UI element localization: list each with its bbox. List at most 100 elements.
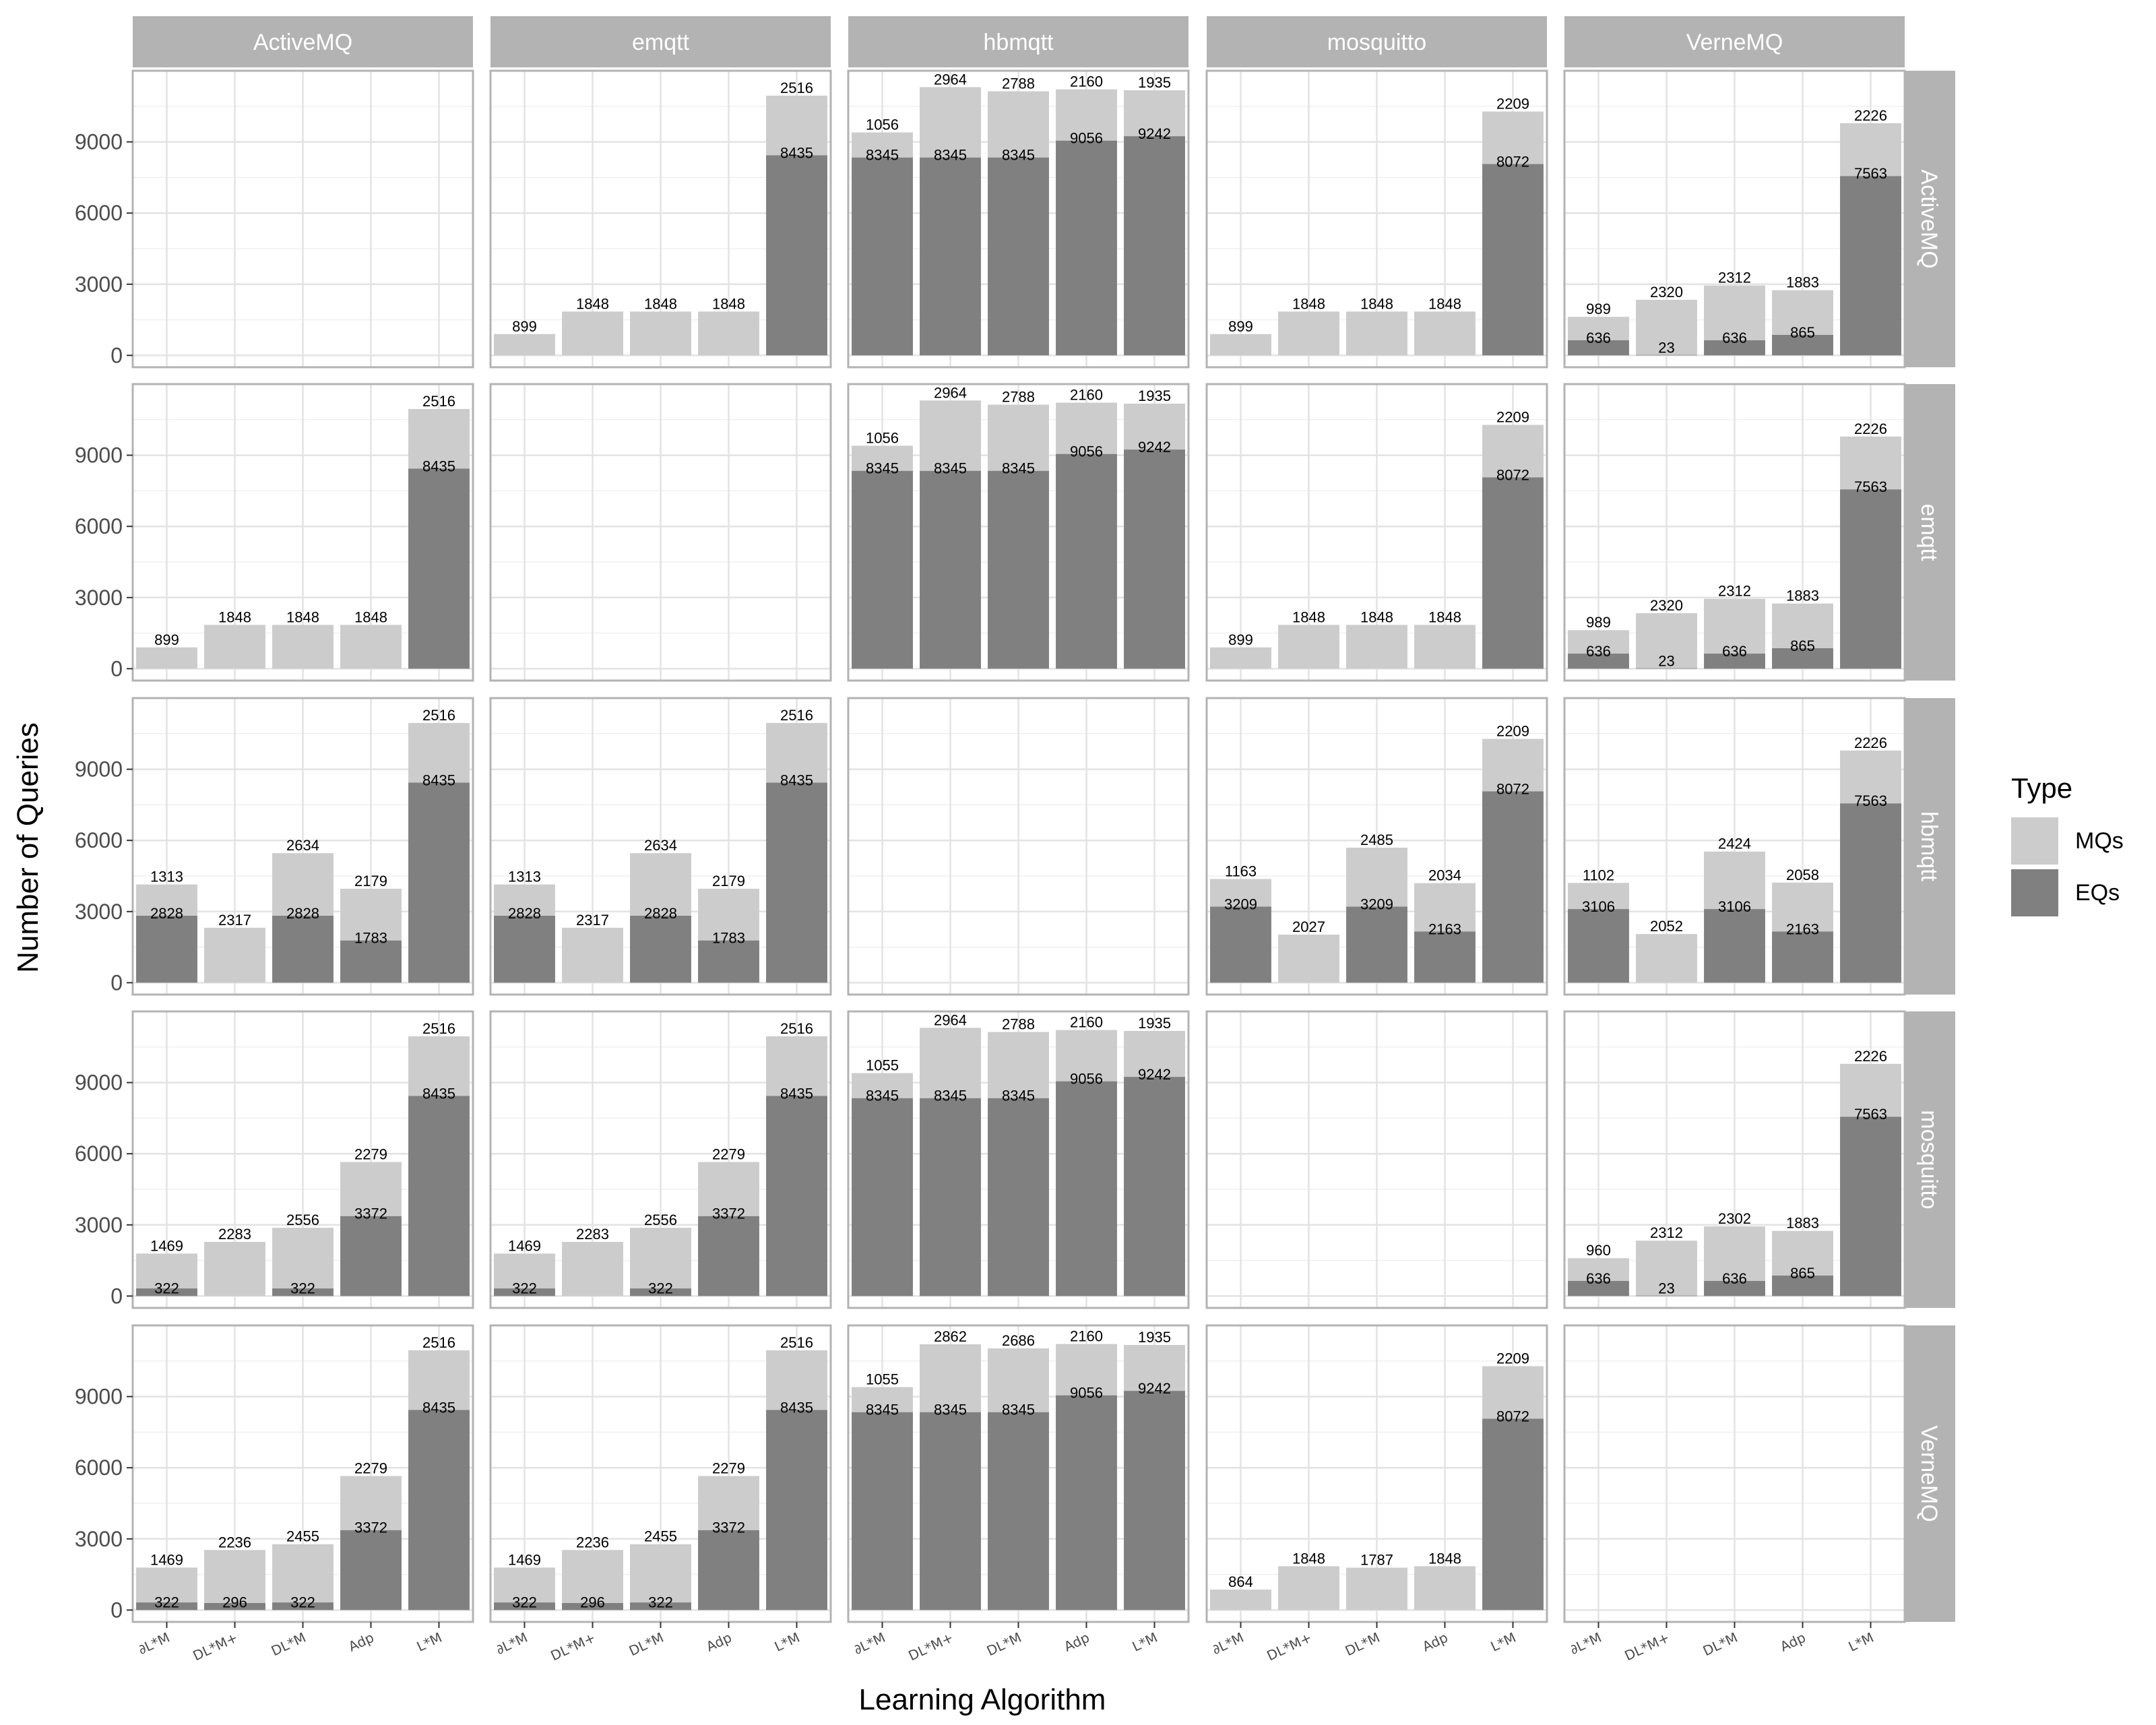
panel-mosquitto-mosquitto [1205, 1010, 1548, 1309]
value-label-eqs: 8345 [934, 147, 967, 164]
col-strip-hbmqtt [848, 16, 1188, 67]
x-tick-label: ∂L*M [1567, 1629, 1604, 1658]
panel-vernemq-mosquitto: 864 1848 1787 1848 2209 8072 ∂L*M DL*M+ DL*M Adp L… [1205, 1324, 1548, 1664]
value-label-mqs: 2226 [1854, 734, 1887, 751]
value-label-mqs: 2302 [1718, 1210, 1751, 1227]
value-label-eqs: 322 [290, 1594, 315, 1610]
bar-eqs [1840, 489, 1901, 669]
bar-mqs [1414, 1566, 1476, 1610]
value-label-mqs: 2317 [576, 912, 609, 929]
y-tick-label: 9000 [75, 1385, 123, 1409]
bar-mqs [340, 1476, 402, 1530]
bar-mqs [766, 95, 827, 156]
value-label-eqs: 322 [512, 1594, 537, 1610]
bar-mqs [204, 1242, 265, 1296]
value-label-eqs: 296 [580, 1594, 605, 1610]
value-label-mqs: 2283 [218, 1226, 251, 1243]
value-label-eqs: 636 [1586, 330, 1611, 346]
col-strip-label-mosquitto: mosquitto [1327, 30, 1426, 55]
bar-eqs [630, 1288, 691, 1296]
value-label-mqs: 2862 [934, 1328, 967, 1345]
value-label-mqs: 1055 [866, 1057, 899, 1074]
bar-mqs [1568, 317, 1629, 341]
bar-mqs [272, 853, 334, 916]
value-label-eqs: 1783 [712, 930, 745, 947]
bar-mqs [1568, 1258, 1629, 1282]
value-label-mqs: 2279 [712, 1460, 745, 1476]
bar-mqs [1278, 311, 1339, 356]
panel-border [847, 697, 1190, 996]
panel-hbmqtt-activemq: 1313 2828 2317 2634 2828 2179 1783 2516 8435 0 300… [75, 697, 474, 996]
value-label-eqs: 8345 [866, 1402, 899, 1418]
x-tick-label: Adp [1061, 1629, 1091, 1655]
bar-mqs [766, 722, 827, 783]
bar-mqs [562, 311, 623, 356]
bar-mqs [1056, 1030, 1117, 1081]
panel-vernemq-activemq: 1469 322 2236 296 2455 322 2279 3372 2516 8435 0 30… [75, 1324, 474, 1664]
value-label-eqs: 636 [1586, 643, 1611, 660]
legend: Type MQs EQs [2011, 772, 2124, 916]
bar-eqs [988, 470, 1049, 669]
bar-mqs [766, 1036, 827, 1096]
row-strip-emqtt [1904, 384, 1955, 681]
bar-mqs [852, 132, 913, 158]
value-label-mqs: 2058 [1786, 867, 1819, 883]
legend-title: Type [2011, 772, 2072, 804]
value-label-mqs: 960 [1586, 1242, 1611, 1259]
bar-eqs [272, 915, 334, 983]
value-label-eqs: 9242 [1138, 125, 1171, 142]
bar-eqs [766, 1410, 827, 1610]
bar-mqs [630, 1544, 691, 1603]
value-label-mqs: 2516 [780, 1334, 813, 1351]
bar-mqs [920, 87, 981, 158]
bar-eqs [340, 1530, 402, 1610]
bar-eqs [340, 1216, 402, 1296]
bar-eqs [1568, 654, 1629, 669]
bar-eqs [136, 1602, 197, 1610]
value-label-eqs: 3372 [354, 1205, 387, 1222]
value-label-eqs: 8072 [1496, 466, 1529, 483]
panel-border [489, 69, 832, 369]
value-label-mqs: 1848 [712, 295, 745, 312]
y-tick-label: 0 [110, 1598, 123, 1622]
value-label-eqs: 7563 [1854, 165, 1887, 182]
value-label-eqs: 23 [1658, 339, 1674, 356]
bar-mqs [920, 1028, 981, 1098]
value-label-mqs: 2964 [934, 384, 967, 401]
bar-mqs [408, 1350, 470, 1410]
bar-eqs [1704, 909, 1765, 983]
bar-eqs [920, 157, 981, 356]
value-label-mqs: 1848 [354, 608, 387, 625]
value-label-mqs: 1848 [218, 608, 251, 625]
col-strip-label-emqtt: emqtt [632, 30, 690, 55]
value-label-mqs: 989 [1586, 614, 1611, 631]
bar-mqs [1346, 625, 1407, 669]
panel-border [131, 1010, 474, 1309]
bar-eqs [920, 470, 981, 669]
row-strip-label-hbmqtt: hbmqtt [1916, 811, 1942, 881]
value-label-eqs: 296 [222, 1594, 247, 1610]
panel-border [1205, 697, 1548, 996]
value-label-eqs: 865 [1790, 1265, 1815, 1282]
value-label-eqs: 7563 [1854, 1106, 1887, 1123]
value-label-mqs: 1848 [1428, 608, 1461, 625]
y-tick-label: 0 [110, 970, 123, 995]
bar-mqs [1210, 879, 1271, 907]
value-label-mqs: 1469 [150, 1551, 183, 1568]
bar-eqs [1124, 1077, 1185, 1296]
value-label-mqs: 2179 [354, 873, 387, 889]
bar-eqs [766, 1096, 827, 1296]
bar-eqs [1636, 354, 1697, 356]
x-tick-label: ∂L*M [1209, 1629, 1246, 1658]
x-tick-label: DL*M [627, 1629, 666, 1659]
value-label-eqs: 8345 [1002, 460, 1035, 477]
bar-mqs [852, 1387, 913, 1412]
panel-activemq-hbmqtt: 1056 8345 2964 8345 2788 8345 2160 9056 1935 9242 [847, 69, 1190, 369]
value-label-eqs: 8435 [422, 458, 455, 474]
bar-eqs [494, 1288, 555, 1296]
y-tick-label: 3000 [75, 272, 123, 296]
value-label-eqs: 636 [1586, 1270, 1611, 1287]
panel-border [1205, 1010, 1548, 1309]
value-label-eqs: 8435 [780, 144, 813, 161]
bar-mqs [1840, 436, 1901, 490]
